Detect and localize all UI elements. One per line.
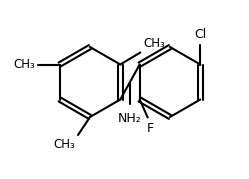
Text: CH₃: CH₃ xyxy=(143,37,165,50)
Text: Cl: Cl xyxy=(194,28,206,40)
Text: CH₃: CH₃ xyxy=(13,58,35,71)
Text: CH₃: CH₃ xyxy=(53,138,75,151)
Text: F: F xyxy=(147,122,154,134)
Text: NH₂: NH₂ xyxy=(118,112,142,125)
